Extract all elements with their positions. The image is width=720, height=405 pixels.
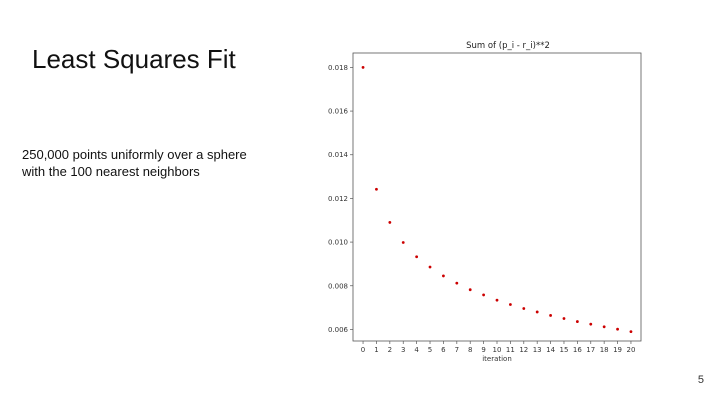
plot-frame: [352, 52, 642, 342]
data-point-18: [602, 325, 606, 329]
slide-body: 250,000 points uniformly over a sphere w…: [22, 146, 312, 180]
x-tick-label-14: 14: [546, 346, 555, 354]
x-tick-label-7: 7: [455, 346, 459, 354]
data-point-4: [415, 255, 419, 259]
x-tick-label-15: 15: [560, 346, 569, 354]
data-points: [361, 66, 633, 334]
data-point-7: [455, 281, 459, 285]
page-number: 5: [697, 374, 704, 386]
y-tick-label-4: 0.014: [328, 151, 349, 159]
x-tick-label-20: 20: [626, 346, 635, 354]
data-point-14: [549, 314, 552, 317]
y-tick-label-6: 0.018: [328, 64, 348, 72]
data-point-3: [401, 241, 405, 244]
data-point-16: [575, 320, 579, 323]
y-tick-label-3: 0.012: [328, 195, 348, 203]
data-point-10: [495, 298, 499, 302]
x-tick-label-17: 17: [586, 346, 595, 354]
data-point-0: [361, 66, 365, 69]
data-point-17: [589, 322, 593, 326]
data-point-12: [522, 307, 526, 310]
y-tick-label-2: 0.010: [328, 239, 348, 247]
x-tick-label-0: 0: [361, 346, 365, 354]
data-point-5: [428, 265, 432, 269]
x-tick-label-10: 10: [493, 346, 502, 354]
y-tick-label-1: 0.008: [328, 282, 348, 290]
data-point-13: [535, 310, 539, 314]
body-line-2: with the 100 nearest neighbors: [22, 164, 200, 179]
x-tick-label-13: 13: [533, 346, 542, 354]
x-tick-label-6: 6: [441, 346, 446, 354]
x-axis: 0 1 2 3 4 5 6 7 8 9 10 11 12 13 14 15 16 17 18 19 20: [361, 341, 635, 354]
x-tick-label-1: 1: [374, 346, 378, 354]
data-point-9: [482, 293, 486, 297]
x-tick-label-9: 9: [481, 346, 485, 354]
residual-scatter-chart: Sum of (p_i - r_i)**2 0.0060.0080.0100.0…: [328, 41, 642, 363]
data-point-15: [562, 317, 566, 320]
chart-title: Sum of (p_i - r_i)**2: [466, 41, 550, 51]
x-tick-label-12: 12: [519, 346, 528, 354]
y-tick-label-0: 0.006: [328, 326, 349, 334]
x-tick-label-11: 11: [506, 346, 515, 354]
y-tick-label-5: 0.016: [328, 108, 349, 116]
x-tick-label-18: 18: [600, 346, 609, 354]
x-tick-label-8: 8: [468, 346, 472, 354]
data-point-1: [375, 187, 378, 191]
data-point-11: [508, 303, 512, 306]
x-tick-label-16: 16: [573, 346, 582, 354]
x-tick-label-19: 19: [613, 346, 622, 354]
slide-title: Least Squares Fit: [32, 44, 236, 74]
x-tick-label-3: 3: [401, 346, 405, 354]
x-axis-label: iteration: [482, 355, 512, 363]
data-point-2: [388, 221, 392, 224]
body-line-1: 250,000 points uniformly over a sphere: [22, 147, 247, 162]
data-point-8: [468, 288, 472, 292]
x-tick-label-2: 2: [388, 346, 392, 354]
data-point-6: [442, 274, 445, 278]
data-point-19: [616, 327, 619, 331]
data-point-20: [629, 330, 633, 334]
x-tick-label-5: 5: [428, 346, 432, 354]
x-tick-label-4: 4: [414, 346, 419, 354]
y-axis: 0.006 0.008 0.010 0.012 0.014 0.016 0.018: [328, 64, 353, 334]
